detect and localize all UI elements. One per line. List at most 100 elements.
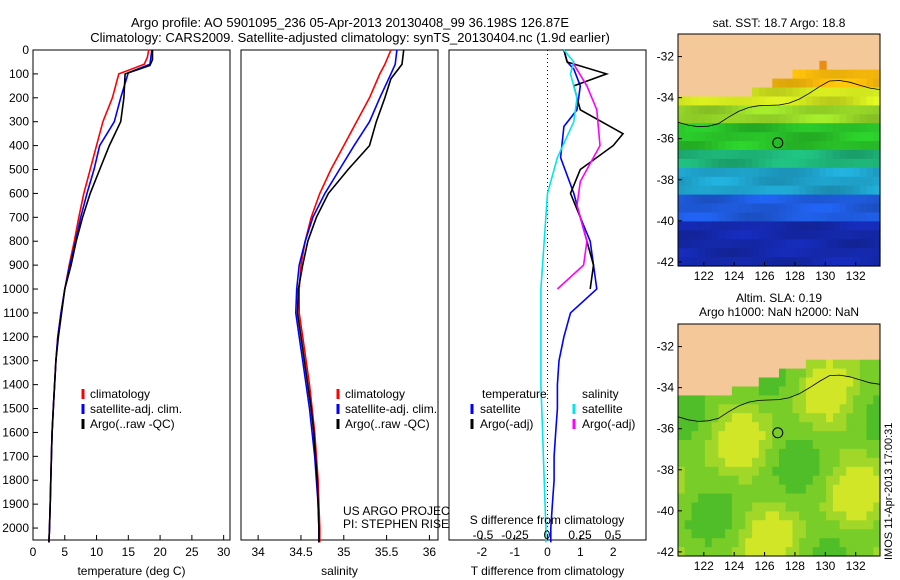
sst_map-cell <box>873 87 881 97</box>
sla_map-cell <box>805 368 814 379</box>
sst_map-cell <box>819 105 827 115</box>
climatology-title: Climatology: CARS2009. Satellite-adjuste… <box>90 30 610 45</box>
sst_map-cell <box>678 203 686 213</box>
sla_map-cell <box>752 529 760 539</box>
sst_map-cell <box>873 69 881 80</box>
sla_map-cell <box>819 448 827 459</box>
sla_map-cell <box>765 538 773 548</box>
sst_map-cell <box>866 78 874 89</box>
sla_map-cell <box>859 404 868 414</box>
sla_map-cell <box>691 448 699 459</box>
sst_map-cell <box>832 257 841 267</box>
sla_map-cell <box>812 431 820 441</box>
sst_map-cell <box>765 176 773 187</box>
sla_map-cell <box>853 413 861 423</box>
sla_map-cell <box>711 395 719 405</box>
temperature-ytick-label: 700 <box>9 210 29 224</box>
sla_map-cell <box>853 395 861 405</box>
sla_map-cell <box>832 502 841 512</box>
sla_map-cell <box>731 457 740 468</box>
sst_map-cell <box>832 105 841 115</box>
sst_map-cell <box>866 141 874 151</box>
temperature-ytick-label: 1700 <box>2 449 29 463</box>
sla_map-cell <box>819 493 827 503</box>
sla_map-cell <box>691 422 699 432</box>
sst_map-cell <box>832 176 841 187</box>
sla_map-cell <box>691 466 699 477</box>
sla_map-cell <box>698 422 706 432</box>
sst_map-cell <box>711 221 719 231</box>
sst_map-cell <box>725 203 733 213</box>
sla_map-cell <box>758 484 767 495</box>
sla_map-cell <box>819 520 827 530</box>
sst_map-cell <box>731 158 740 169</box>
sla_map-cell <box>678 484 686 495</box>
sst_map-cell <box>799 167 807 178</box>
sla_map-cell <box>725 547 733 557</box>
salinity-legend-label: Argo(..raw -QC) <box>345 417 430 431</box>
sla_map-cell <box>853 538 861 548</box>
sla_map-cell <box>772 413 780 423</box>
sst_map-cell <box>785 78 793 89</box>
sst_map-cell <box>859 257 868 267</box>
sst_map-cell <box>711 132 719 142</box>
sst_map-cell <box>738 230 746 240</box>
sst_map-cell <box>785 203 793 213</box>
sla_map-cell <box>832 493 841 503</box>
sst_map-cell <box>859 114 868 124</box>
sla_map-cell <box>752 440 760 450</box>
sla_map-cell <box>765 386 773 396</box>
sst_map-cell <box>745 221 753 231</box>
sst_map-cell <box>752 114 760 124</box>
sst_map-cell <box>799 221 807 231</box>
sst_map-cell <box>691 230 699 240</box>
sst_map-cell <box>859 212 868 222</box>
sla_map-cell <box>859 529 868 539</box>
sst_map-cell <box>859 105 868 115</box>
sst_map-cell <box>684 212 692 222</box>
sla_map-cell <box>799 475 807 486</box>
sst_map-cell <box>758 257 767 267</box>
sla_map-cell <box>752 448 760 459</box>
sst_map-cell <box>779 176 787 187</box>
sla_map-cell <box>698 520 706 530</box>
sla_map-cell <box>832 395 841 405</box>
salinity-xtick-label: 36 <box>423 545 437 559</box>
sst_map-cell <box>738 185 746 196</box>
sst_map-cell <box>678 123 686 133</box>
sla_map-cell <box>839 448 847 459</box>
sla_map-cell <box>779 377 787 387</box>
sla_map-cell <box>866 422 874 432</box>
sla_map-cell <box>758 377 767 387</box>
sla_map-cell <box>678 520 686 530</box>
sla_map-cell <box>819 475 827 486</box>
sst_map-ytick-label: -38 <box>657 173 675 187</box>
sla_map-cell <box>812 466 820 477</box>
sst_map-cell <box>758 239 767 249</box>
sla_map-cell <box>704 493 713 503</box>
sst_map-cell <box>805 96 814 106</box>
sst_map-cell <box>839 150 847 160</box>
sla_map-cell <box>745 511 753 521</box>
sst_map-cell <box>846 203 854 213</box>
sst_map-cell <box>678 185 686 196</box>
sla_map-cell <box>731 395 740 405</box>
sla_map-cell <box>711 440 719 450</box>
sla_map-cell <box>826 359 834 370</box>
sst_map-cell <box>853 132 861 142</box>
sla_map-cell <box>711 502 719 512</box>
sla_map-cell <box>779 529 787 539</box>
sst_map-cell <box>859 96 868 106</box>
sst_map-cell <box>819 167 827 178</box>
sla_map-cell <box>846 377 854 387</box>
sla_map-cell <box>758 466 767 477</box>
sla_map-cell <box>725 448 733 459</box>
sla_map-cell <box>873 395 881 405</box>
sst_map-cell <box>779 158 787 169</box>
sla_map-cell <box>819 440 827 450</box>
sla_map-cell <box>826 511 834 521</box>
sst_map-cell <box>853 194 861 205</box>
sla_map-cell <box>832 404 841 414</box>
sla_map-float-marker <box>772 427 784 439</box>
sst_map-cell <box>718 114 726 124</box>
